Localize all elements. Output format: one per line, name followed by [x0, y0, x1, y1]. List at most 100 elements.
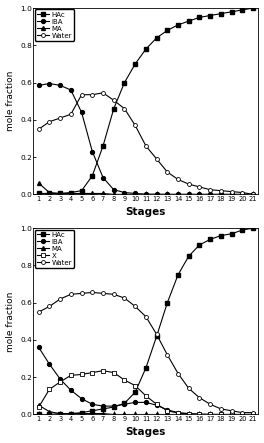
IBA: [101, 404, 105, 409]
IBA: [219, 412, 223, 417]
MA: [176, 192, 180, 197]
Water: [198, 395, 201, 400]
IBA: [101, 175, 105, 180]
X: [187, 411, 190, 416]
Water: [80, 92, 83, 97]
HAc: [112, 106, 115, 111]
IBA: [241, 192, 244, 197]
Water: [166, 352, 169, 358]
HAc: [252, 5, 255, 11]
MA: [123, 412, 126, 417]
Water: [219, 406, 223, 412]
X: [101, 368, 105, 373]
Water: [112, 291, 115, 297]
HAc: [166, 28, 169, 33]
IBA: [252, 192, 255, 197]
Water: [101, 291, 105, 296]
IBA: [48, 81, 51, 86]
MA: [209, 192, 212, 197]
Water: [209, 402, 212, 407]
IBA: [144, 191, 148, 197]
IBA: [166, 192, 169, 197]
IBA: [166, 407, 169, 412]
Water: [144, 314, 148, 319]
Water: [37, 309, 40, 315]
IBA: [91, 149, 94, 154]
X: [37, 404, 40, 410]
MA: [37, 403, 40, 408]
MA: [198, 412, 201, 417]
Water: [48, 304, 51, 309]
Water: [187, 182, 190, 187]
X: [69, 373, 73, 378]
Water: [219, 188, 223, 193]
IBA: [112, 187, 115, 192]
IBA: [144, 400, 148, 405]
HAc: [230, 9, 233, 15]
MA: [112, 192, 115, 197]
MA: [134, 412, 137, 417]
IBA: [241, 412, 244, 417]
X: [198, 412, 201, 417]
HAc: [37, 191, 40, 196]
HAc: [219, 233, 223, 238]
Y-axis label: mole fraction: mole fraction: [6, 71, 15, 132]
MA: [123, 192, 126, 197]
IBA: [155, 403, 158, 408]
MA: [241, 412, 244, 417]
IBA: [209, 192, 212, 197]
HAc: [155, 35, 158, 40]
MA: [187, 412, 190, 417]
MA: [187, 192, 190, 197]
MA: [37, 181, 40, 186]
HAc: [101, 143, 105, 148]
MA: [209, 412, 212, 417]
X: [59, 379, 62, 385]
HAc: [134, 61, 137, 66]
Water: [69, 291, 73, 297]
Water: [59, 115, 62, 120]
IBA: [69, 87, 73, 93]
X: [241, 412, 244, 417]
Line: Water: Water: [37, 91, 255, 196]
MA: [69, 191, 73, 196]
Water: [91, 92, 94, 97]
HAc: [59, 191, 62, 196]
HAc: [176, 272, 180, 277]
HAc: [123, 80, 126, 85]
HAc: [80, 410, 83, 415]
Water: [134, 304, 137, 309]
HAc: [187, 19, 190, 24]
Water: [69, 112, 73, 117]
HAc: [91, 173, 94, 179]
HAc: [252, 225, 255, 231]
MA: [69, 411, 73, 416]
IBA: [59, 377, 62, 382]
HAc: [144, 365, 148, 371]
MA: [155, 192, 158, 197]
Water: [230, 408, 233, 413]
X: [48, 387, 51, 392]
Water: [91, 290, 94, 295]
HAc: [241, 227, 244, 233]
IBA: [80, 396, 83, 401]
Line: IBA: IBA: [37, 82, 255, 196]
MA: [166, 192, 169, 197]
IBA: [230, 412, 233, 417]
X: [134, 383, 137, 388]
IBA: [252, 412, 255, 417]
Line: Water: Water: [37, 291, 255, 415]
Water: [176, 371, 180, 376]
HAc: [187, 253, 190, 259]
MA: [198, 192, 201, 197]
IBA: [187, 192, 190, 197]
Line: HAc: HAc: [37, 6, 255, 195]
X: [230, 412, 233, 417]
Line: X: X: [37, 369, 255, 416]
X: [91, 370, 94, 375]
IBA: [198, 412, 201, 417]
Water: [187, 386, 190, 391]
MA: [144, 412, 148, 417]
IBA: [59, 83, 62, 88]
Line: MA: MA: [37, 181, 255, 196]
